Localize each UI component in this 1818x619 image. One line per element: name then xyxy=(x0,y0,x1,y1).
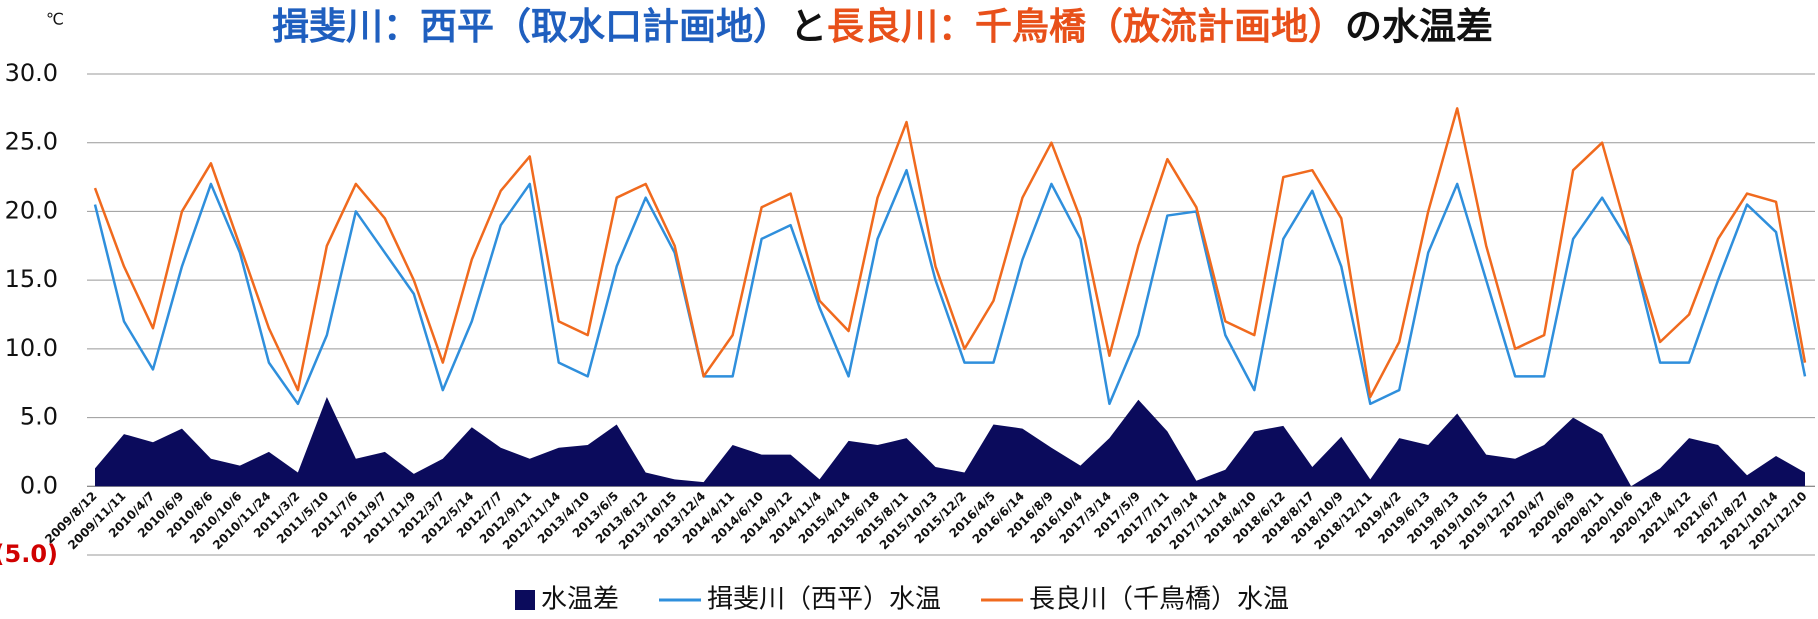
y-tick-label: 15.0 xyxy=(5,265,58,293)
chart-title: 揖斐川：西平（取水口計画地）と長良川：千鳥橋（放流計画地）の水温差 xyxy=(272,5,1493,48)
legend-label: 水温差 xyxy=(541,585,619,615)
title-part: 長良川：千鳥橋（放流計画地） xyxy=(827,5,1345,48)
legend-label: 揖斐川（西平）水温 xyxy=(707,585,941,615)
y-tick-label: 5.0 xyxy=(20,403,58,431)
y-tick-label: 30.0 xyxy=(5,59,58,87)
line xyxy=(93,168,1807,406)
y-tick-label: 25.0 xyxy=(5,128,58,156)
title-part: の水温差 xyxy=(1345,5,1493,48)
title-part: と xyxy=(790,5,827,48)
legend-label: 長良川（千鳥橋）水温 xyxy=(1029,585,1289,615)
unit-label: ℃ xyxy=(46,10,64,29)
area xyxy=(95,396,1805,487)
y-tick-label: (5.0) xyxy=(0,540,58,568)
line xyxy=(93,107,1807,399)
y-tick-label: 20.0 xyxy=(5,196,58,224)
y-tick-label: 10.0 xyxy=(5,334,58,362)
legend-swatch xyxy=(515,590,535,610)
y-tick-label: 0.0 xyxy=(20,471,58,499)
title-part: 揖斐川：西平（取水口計画地） xyxy=(272,5,790,48)
